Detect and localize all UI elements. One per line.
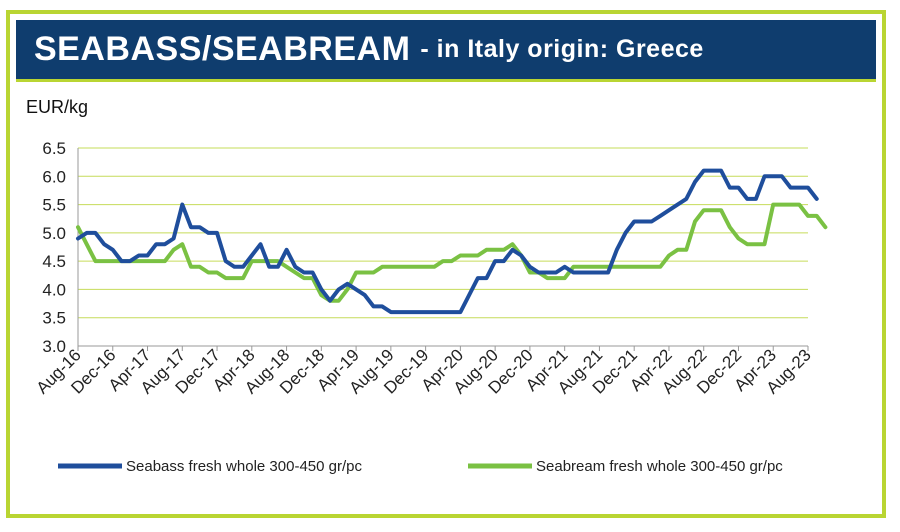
gridlines [77, 147, 808, 347]
y-axis-label: EUR/kg [26, 97, 88, 117]
y-tick-label: 6.5 [42, 139, 66, 158]
x-axis-ticks: Aug-16Dec-16Apr-17Aug-17Dec-17Apr-18Aug-… [33, 345, 815, 397]
legend: Seabass fresh whole 300-450 gr/pc Seabrea… [58, 458, 783, 475]
y-tick-label: 3.0 [42, 337, 66, 356]
title-bar: SEABASS/SEABREAM - in Italy origin: Gree… [16, 20, 876, 82]
series-lines [76, 168, 828, 315]
chart-frame: SEABASS/SEABREAM - in Italy origin: Gree… [6, 10, 886, 518]
y-tick-label: 6.0 [42, 167, 66, 186]
legend-label: Seabream fresh whole 300-450 gr/pc [536, 458, 783, 475]
y-tick-label: 3.5 [42, 309, 66, 328]
chart-subtitle: - in Italy origin: Greece [420, 35, 704, 63]
y-axis-ticks: 3.0 3.5 4.0 4.5 5.0 5.5 6.0 6.5 [42, 139, 66, 356]
chart-title: SEABASS/SEABREAM [34, 30, 411, 68]
y-tick-label: 5.0 [42, 224, 66, 243]
y-tick-label: 5.5 [42, 196, 66, 215]
legend-label: Seabass fresh whole 300-450 gr/pc [126, 458, 362, 475]
series-line [76, 202, 828, 303]
y-tick-label: 4.5 [42, 252, 66, 271]
y-tick-label: 4.0 [42, 280, 66, 299]
series-line [76, 168, 819, 315]
